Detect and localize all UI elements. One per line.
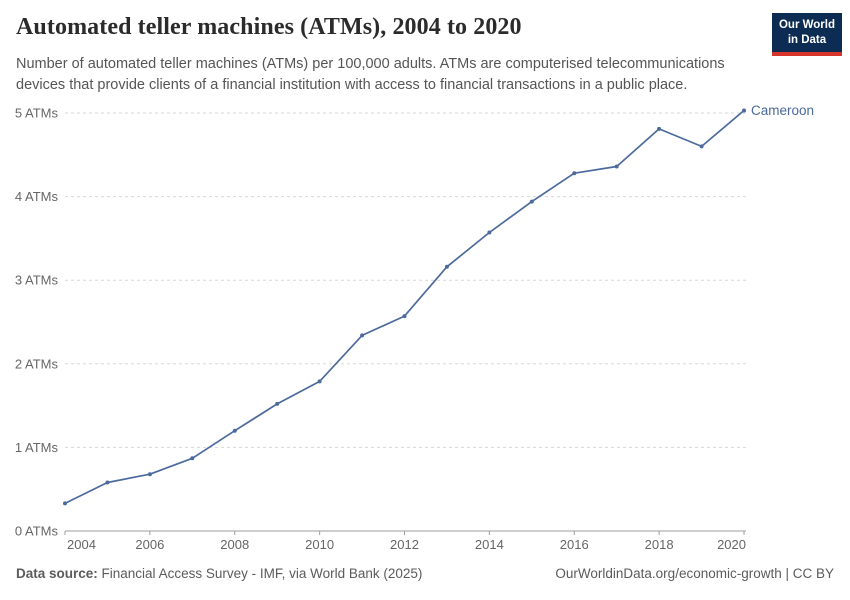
data-point: [105, 480, 110, 485]
owid-logo-line1: Our World: [778, 19, 835, 31]
owid-logo: Our World in Data: [771, 13, 842, 56]
x-tick-label: 2020: [717, 537, 746, 552]
x-tick-label: 2006: [135, 537, 164, 552]
data-point: [572, 171, 577, 176]
data-point: [444, 264, 449, 269]
y-tick-label: 5 ATMs: [15, 106, 59, 121]
chart-title: Automated teller machines (ATMs), 2004 t…: [16, 14, 522, 40]
data-source-label: Data source:: [16, 566, 98, 581]
x-tick-label: 2018: [645, 537, 674, 552]
y-tick-label: 4 ATMs: [15, 189, 59, 204]
x-tick-label: 2004: [67, 537, 96, 552]
data-point: [402, 314, 407, 319]
chart-plot-area: 0 ATMs 1 ATMs 2 ATMs 3 ATMs 4 ATMs 5 ATMs 2004…: [0, 95, 850, 560]
y-tick-label: 3 ATMs: [15, 273, 59, 288]
y-tick-label: 2 ATMs: [15, 356, 59, 371]
series-entity-label: Cameroon: [751, 103, 814, 118]
data-point: [232, 428, 237, 433]
owid-logo-line2: in Data: [787, 33, 827, 46]
data-point: [317, 379, 322, 384]
data-point: [487, 230, 492, 235]
attribution-note: OurWorldinData.org/economic-growth | CC …: [555, 566, 834, 581]
chart-svg: 0 ATMs 1 ATMs 2 ATMs 3 ATMs 4 ATMs 5 ATMs 2004…: [15, 103, 814, 552]
x-tick-label: 2014: [475, 537, 504, 552]
data-point: [275, 401, 280, 406]
series-line-cameroon: [64, 109, 745, 505]
data-point: [742, 108, 746, 113]
data-point: [147, 472, 152, 477]
data-point: [529, 199, 534, 204]
chart-subtitle: Number of automated teller machines (ATM…: [16, 56, 725, 94]
y-tick-label: 0 ATMs: [15, 524, 59, 539]
x-tick-label: 2008: [220, 537, 249, 552]
data-point: [360, 333, 365, 338]
data-source-text: Financial Access Survey - IMF, via World…: [97, 566, 423, 581]
x-tick-label: 2016: [560, 537, 589, 552]
data-point: [63, 501, 67, 506]
chart-footer: Data source: Financial Access Survey - I…: [16, 566, 834, 581]
data-point: [699, 144, 704, 149]
data-point: [614, 164, 619, 169]
y-tick-label: 1 ATMs: [15, 440, 59, 455]
data-point: [190, 456, 195, 461]
x-tick-label: 2012: [390, 537, 419, 552]
x-tick-label: 2010: [305, 537, 334, 552]
data-point: [657, 126, 662, 131]
data-source-note: Data source: Financial Access Survey - I…: [16, 566, 422, 581]
